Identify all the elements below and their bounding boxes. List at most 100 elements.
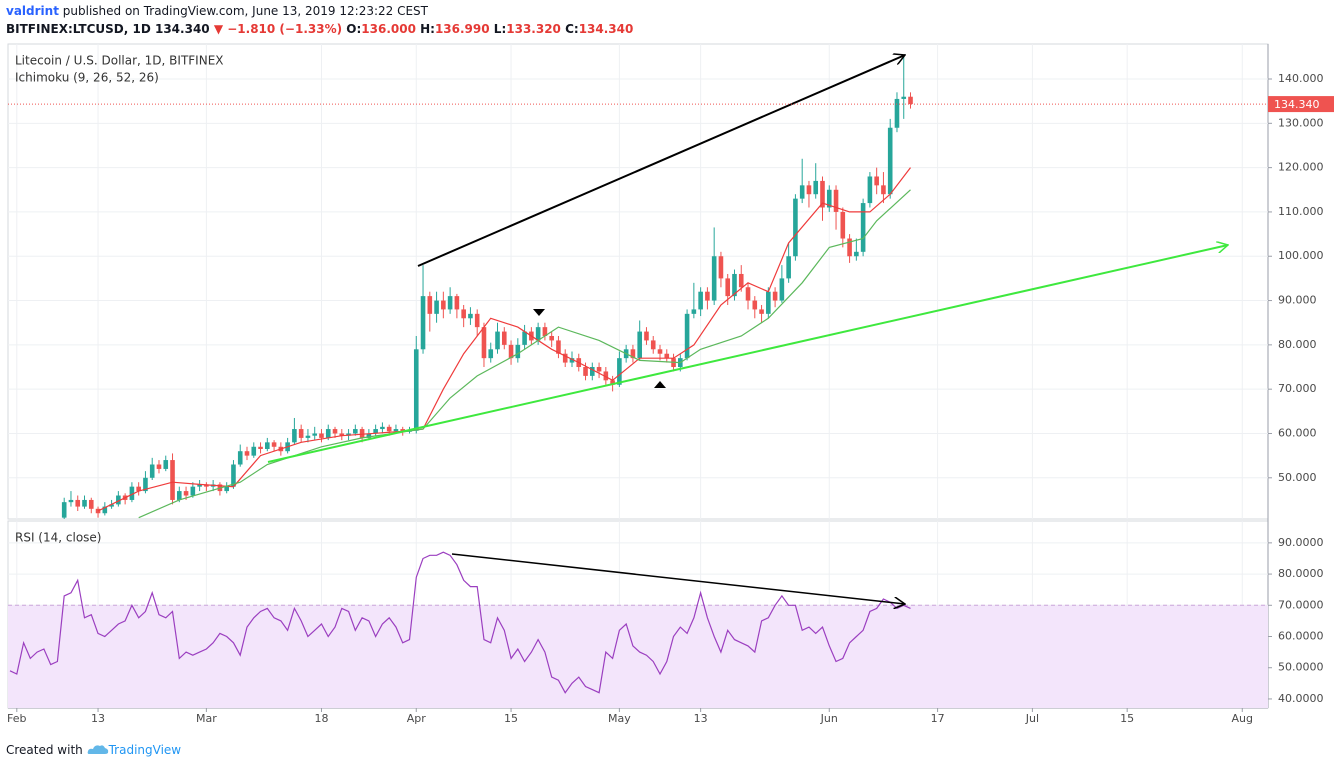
candle-body	[501, 331, 507, 345]
candle-body	[224, 486, 229, 492]
candle-body	[874, 176, 879, 186]
candle-body	[427, 296, 433, 314]
ohlc-key: H:	[420, 22, 435, 36]
candle-body	[840, 211, 846, 239]
candle-body	[447, 296, 453, 310]
y-tick-label: 130.000	[1278, 116, 1324, 129]
logo	[87, 745, 108, 754]
rsi-legend: RSI (14, close)	[15, 531, 101, 545]
candle-body	[251, 446, 257, 456]
y-tick-label: 140.000	[1278, 72, 1324, 85]
ohlc-value: 134.340	[578, 22, 634, 36]
candle-body	[143, 477, 148, 492]
candle-body	[204, 484, 209, 487]
candle-body	[644, 331, 649, 341]
change: ▼ −1.810 (−1.33%)	[213, 22, 343, 36]
last-price-tag	[1268, 96, 1334, 113]
candle-body	[847, 238, 852, 257]
candle-body	[353, 429, 358, 434]
candle-body	[176, 491, 182, 500]
ohlc-key: O:	[346, 22, 362, 36]
candle-body	[325, 429, 331, 438]
candle-body	[298, 429, 304, 438]
candle-body	[522, 331, 527, 345]
candle-body	[332, 429, 338, 434]
candle-body	[271, 442, 277, 447]
candle-body	[231, 464, 236, 487]
ohlc-key: C:	[565, 22, 579, 36]
candle-body	[718, 256, 724, 279]
candle-body	[346, 433, 351, 436]
ohlc-value: 133.320	[506, 22, 561, 36]
candle-body	[759, 309, 764, 314]
brand[interactable]: TradingView	[108, 743, 182, 757]
candle-body	[258, 446, 263, 449]
candle-body	[183, 491, 189, 496]
candle-body	[562, 353, 568, 363]
x-tick-label: Feb	[7, 712, 26, 725]
candle-body	[292, 429, 297, 443]
candle-body	[603, 371, 609, 381]
candle-body	[867, 176, 873, 204]
candle-body	[88, 499, 94, 509]
trend-line	[267, 245, 1228, 463]
y-tick-label: 40.0000	[1278, 692, 1324, 705]
author[interactable]: valdrint	[6, 4, 59, 18]
candle-body	[312, 433, 318, 436]
candle-body	[386, 426, 392, 432]
y-tick-label: 60.0000	[1278, 630, 1324, 643]
candle-body	[434, 300, 439, 314]
candle-body	[515, 344, 521, 359]
candle-body	[881, 185, 886, 195]
candle-body	[61, 502, 67, 518]
candle-body	[102, 506, 108, 514]
x-tick-label: 15	[504, 712, 518, 725]
candle-body	[772, 291, 778, 301]
candle-body	[488, 349, 494, 359]
candle-body	[854, 251, 859, 257]
candle-body	[657, 349, 663, 354]
legend-title: Litecoin / U.S. Dollar, 1D, BITFINEX	[15, 54, 224, 68]
candle-body	[136, 486, 141, 492]
last-price-label: 134.340	[1274, 98, 1320, 111]
candle-body	[833, 189, 839, 212]
candle-body	[725, 278, 731, 297]
candle-body	[454, 296, 460, 310]
candle-body	[339, 433, 345, 436]
candle-body	[901, 96, 907, 99]
candle-body	[617, 358, 622, 385]
candle-body	[752, 300, 758, 310]
candle-body	[109, 504, 114, 507]
x-tick-label: Apr	[407, 712, 427, 725]
x-tick-label: 18	[314, 712, 328, 725]
candle-body	[373, 429, 378, 434]
candle-body	[799, 185, 805, 199]
candle-body	[474, 313, 480, 328]
symbol: BITFINEX:LTCUSD, 1D	[6, 22, 151, 36]
candle-body	[481, 327, 487, 359]
ohlc-key: L:	[493, 22, 507, 36]
candle-body	[542, 327, 548, 337]
rsi-line	[9, 551, 911, 694]
y-tick-label: 50.0000	[1278, 661, 1324, 674]
candle-body	[583, 367, 588, 376]
candle-body	[441, 300, 446, 310]
candle-body	[393, 429, 399, 432]
x-tick-label: 15	[1120, 712, 1134, 725]
candle-body	[738, 273, 744, 288]
x-tick-label: Jul	[1025, 712, 1039, 725]
x-tick-label: Aug	[1232, 712, 1253, 725]
candle-body	[468, 313, 473, 319]
price: 134.340	[154, 22, 210, 36]
candle-body	[535, 327, 541, 341]
candle-body	[549, 336, 554, 341]
candle-body	[691, 309, 697, 314]
candle-body	[786, 256, 791, 279]
candle-body	[793, 198, 798, 257]
y-tick-label: 80.0000	[1278, 567, 1324, 580]
triangle-marker	[654, 381, 666, 388]
candle-body	[244, 451, 250, 456]
ohlc-value: 136.000	[361, 22, 416, 36]
candle-body	[860, 203, 866, 252]
